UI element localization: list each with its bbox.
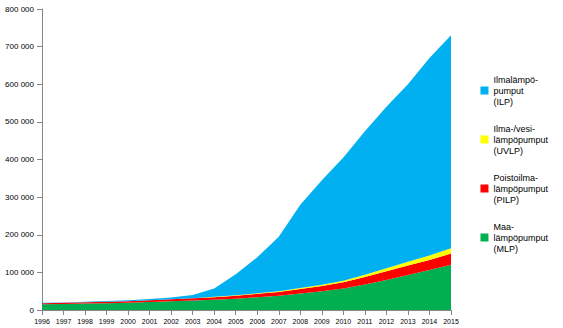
svg-text:Ilmalämpö-: Ilmalämpö- bbox=[493, 75, 538, 85]
svg-text:600 000: 600 000 bbox=[5, 80, 34, 89]
svg-text:pumput: pumput bbox=[493, 86, 524, 96]
svg-text:2004: 2004 bbox=[206, 318, 222, 325]
svg-text:lämpöpumput: lämpöpumput bbox=[493, 233, 548, 243]
svg-text:Poistoilma-: Poistoilma- bbox=[493, 173, 538, 183]
svg-text:(MLP): (MLP) bbox=[493, 244, 518, 254]
svg-text:2015: 2015 bbox=[443, 318, 459, 325]
svg-text:2000: 2000 bbox=[120, 318, 136, 325]
svg-text:Maa-: Maa- bbox=[493, 222, 514, 232]
svg-text:(ILP): (ILP) bbox=[493, 97, 513, 107]
svg-text:2012: 2012 bbox=[379, 318, 395, 325]
svg-text:100 000: 100 000 bbox=[5, 268, 34, 277]
svg-text:0: 0 bbox=[30, 306, 35, 315]
svg-text:800 000: 800 000 bbox=[5, 5, 34, 14]
svg-text:lämpöpumput: lämpöpumput bbox=[493, 135, 548, 145]
svg-text:1996: 1996 bbox=[34, 318, 50, 325]
svg-text:2007: 2007 bbox=[271, 318, 287, 325]
svg-text:500 000: 500 000 bbox=[5, 117, 34, 126]
svg-text:lämpöpumput: lämpöpumput bbox=[493, 184, 548, 194]
svg-text:1999: 1999 bbox=[99, 318, 115, 325]
svg-text:2013: 2013 bbox=[400, 318, 416, 325]
svg-text:2005: 2005 bbox=[228, 318, 244, 325]
svg-text:2011: 2011 bbox=[357, 318, 372, 325]
svg-text:(UVLP): (UVLP) bbox=[493, 146, 523, 156]
svg-text:2010: 2010 bbox=[336, 318, 352, 325]
svg-text:2009: 2009 bbox=[314, 318, 330, 325]
svg-text:300 000: 300 000 bbox=[5, 193, 34, 202]
svg-text:1998: 1998 bbox=[77, 318, 93, 325]
svg-text:2008: 2008 bbox=[293, 318, 309, 325]
svg-text:200 000: 200 000 bbox=[5, 230, 34, 239]
svg-text:2002: 2002 bbox=[163, 318, 179, 325]
svg-text:2006: 2006 bbox=[249, 318, 265, 325]
svg-text:Ilma-/vesi-: Ilma-/vesi- bbox=[493, 124, 535, 134]
svg-text:2014: 2014 bbox=[422, 318, 438, 325]
svg-text:2003: 2003 bbox=[185, 318, 201, 325]
svg-text:1997: 1997 bbox=[56, 318, 72, 325]
svg-text:2001: 2001 bbox=[142, 318, 158, 325]
svg-text:400 000: 400 000 bbox=[5, 155, 34, 164]
svg-text:700 000: 700 000 bbox=[5, 42, 34, 51]
svg-text:(PILP): (PILP) bbox=[493, 195, 519, 205]
